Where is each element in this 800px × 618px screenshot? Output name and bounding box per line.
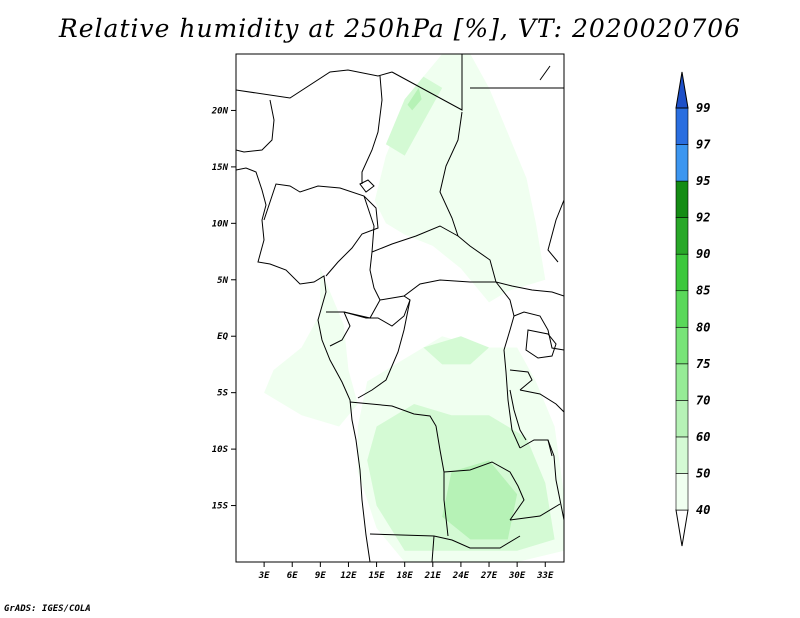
credit-text: GrADS: IGES/COLA — [4, 604, 91, 614]
longitude-axis: 3E 6E 9E 12E 15E 18E 21E 24E 27E 30E 33E — [258, 562, 554, 581]
colorbar-label: 90 — [696, 247, 710, 261]
latitude-axis: 20N 15N 10N 5N EQ 5S 10S 15S — [211, 106, 236, 512]
lat-label: 10N — [212, 219, 229, 229]
border-gabon — [326, 311, 351, 347]
humidity-area-50 — [423, 336, 489, 365]
colorbar-label: 80 — [696, 320, 710, 334]
border-lake-malawi — [547, 439, 564, 521]
colorbar-label: 92 — [696, 211, 710, 225]
lat-label: 15S — [212, 502, 229, 512]
colorbar-band — [675, 180, 689, 218]
colorbar-label: 85 — [696, 284, 710, 298]
border-cameroon-car — [343, 195, 381, 319]
lat-label: 20N — [211, 106, 229, 116]
border-congo — [343, 295, 411, 327]
lat-label: 5S — [217, 389, 228, 399]
lon-label: 3E — [258, 571, 270, 581]
lat-label: 10S — [212, 445, 229, 455]
border-drc-zambia — [443, 461, 525, 521]
lon-label: 12E — [340, 571, 357, 581]
colorbar-band — [675, 290, 689, 328]
border-rwanda-burundi — [509, 369, 533, 391]
lon-label: 15E — [368, 571, 385, 581]
border-chad-sudan — [439, 111, 497, 283]
colorbar-band — [675, 144, 689, 182]
colorbar-band — [675, 473, 689, 511]
lat-label: EQ — [217, 332, 228, 342]
lake-chad — [359, 179, 375, 193]
colorbar-band — [675, 107, 689, 145]
humidity-fill-layer — [264, 54, 564, 562]
humidity-area-40 — [374, 54, 546, 303]
colorbar-band — [675, 217, 689, 255]
humidity-area-60 — [442, 460, 518, 540]
map-frame — [235, 53, 565, 563]
border-angola-zambia — [443, 472, 449, 537]
border-congo-drc — [357, 299, 411, 399]
lon-label: 27E — [480, 571, 498, 581]
border-sudan-south — [495, 281, 564, 297]
colorbar-lower-triangle — [675, 509, 689, 547]
lat-label: 15N — [212, 163, 229, 173]
colorbar-label: 95 — [696, 174, 710, 188]
border-nigeria — [263, 183, 379, 277]
colorbar-label: 75 — [696, 357, 710, 371]
border-ethiopia-red-sea — [539, 65, 551, 81]
lat-label: 5N — [217, 276, 228, 286]
border-uganda-kenya — [513, 311, 564, 351]
colorbar-label: 97 — [696, 138, 711, 152]
border-lake-tanganyika — [509, 389, 527, 441]
lon-label: 9E — [315, 571, 326, 581]
colorbar-label: 60 — [696, 430, 710, 444]
border-angola-namibia — [369, 533, 521, 549]
lon-label: 6E — [287, 571, 298, 581]
border-niger-chad — [361, 75, 383, 184]
colorbar-label: 40 — [696, 503, 710, 517]
border-tanzania — [519, 389, 564, 413]
colorbar-label: 70 — [696, 393, 710, 407]
colorbar-band — [675, 363, 689, 401]
border-botswana — [431, 535, 435, 562]
humidity-area-60 — [407, 87, 422, 111]
humidity-area-40 — [264, 268, 358, 427]
border-chad-libya — [391, 54, 463, 111]
border-benin-niger — [236, 99, 275, 153]
colorbar: 40 50 60 70 75 80 85 90 92 95 97 99 — [675, 71, 711, 547]
border-mozambique — [519, 439, 553, 457]
map-title: Relative humidity at 250hPa [%], VT: 202… — [58, 14, 742, 43]
border-car-drc — [379, 279, 496, 301]
colorbar-band — [675, 400, 689, 438]
country-borders — [236, 54, 564, 562]
lon-label: 24E — [452, 571, 470, 581]
colorbar-upper-triangle — [675, 71, 689, 109]
border-zambia-zimbabwe — [509, 503, 561, 521]
humidity-area-50 — [385, 76, 443, 156]
colorbar-band — [675, 253, 689, 292]
coastline — [236, 167, 371, 562]
colorbar-band — [675, 436, 689, 474]
border-drc-east — [495, 281, 521, 449]
lon-label: 33E — [536, 571, 554, 581]
colorbar-band — [675, 326, 689, 365]
colorbar-label: 50 — [696, 466, 710, 480]
border-drc-angola — [349, 401, 445, 473]
lon-label: 18E — [397, 571, 414, 581]
border-mali-niger — [236, 69, 393, 99]
border-chad-car — [371, 225, 459, 253]
border-sudan-ethiopia — [547, 199, 564, 263]
lon-label: 21E — [424, 571, 442, 581]
colorbar-label: 99 — [696, 101, 710, 115]
lon-label: 30E — [508, 571, 526, 581]
lake-victoria — [525, 329, 557, 359]
